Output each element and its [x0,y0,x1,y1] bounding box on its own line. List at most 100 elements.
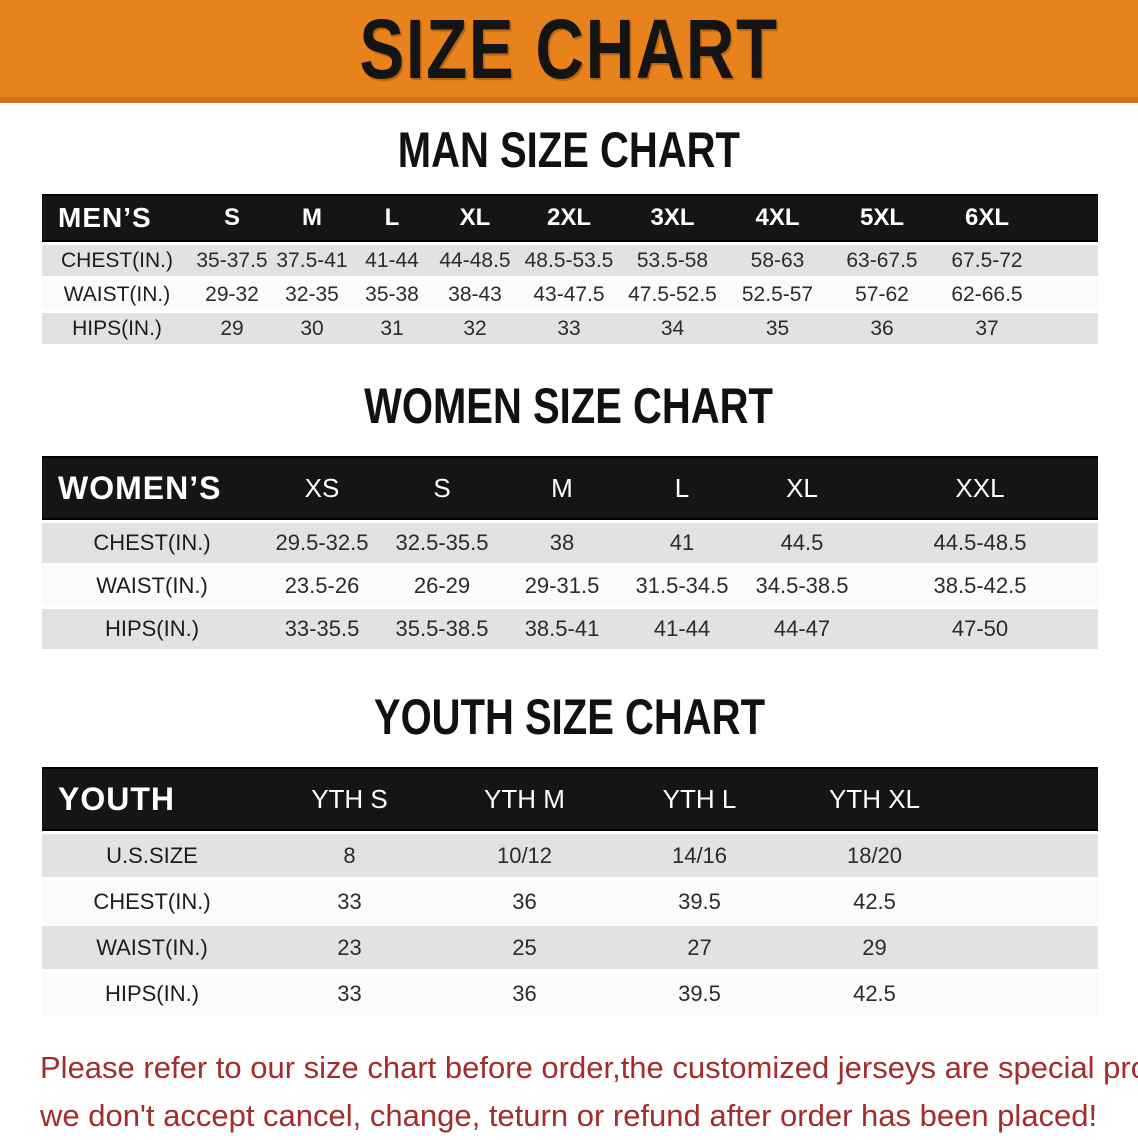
value-cell: 42.5 [853,980,896,1006]
women-section-heading-text: WOMEN SIZE CHART [364,378,774,434]
youth-chest-row: CHEST(IN.) 33 36 39.5 42.5 [42,880,1098,923]
value-cell: 34.5-38.5 [755,573,849,598]
youth-section-heading: YOUTH SIZE CHART [0,652,1138,742]
men-section-heading-text: MAN SIZE CHART [397,122,741,178]
women-waist-row: WAIST(IN.) 23.5-26 26-29 29-31.5 31.5-34… [42,566,1098,606]
value-cell: 8 [343,842,356,868]
row-label: CHEST(IN.) [93,530,211,555]
value-cell: 43-47.5 [533,282,605,306]
value-cell: 44.5-48.5 [933,530,1027,555]
value-cell: 38 [549,530,575,555]
men-chest-row: CHEST(IN.) 35-37.5 37.5-41 41-44 44-48.5… [42,245,1098,276]
value-cell: 41-44 [653,616,711,641]
spacer-cell [962,767,1098,831]
youth-ussize-row: U.S.SIZE 8 10/12 14/16 18/20 [42,834,1098,877]
value-cell: 39.5 [678,980,721,1006]
youth-hips-row: HIPS(IN.) 33 36 39.5 42.5 [42,972,1098,1015]
value-cell: 36 [870,316,894,340]
value-cell: 63-67.5 [846,248,918,272]
size-column-header: XS [262,456,382,520]
youth-corner-label: YOUTH [42,767,262,831]
value-cell: 38-43 [448,282,502,306]
value-cell: 37 [975,316,999,340]
spacer-cell [962,926,1098,969]
men-corner-label: MEN’S [42,194,192,242]
row-label: U.S.SIZE [106,842,198,868]
spacer-cell [962,880,1098,923]
value-cell: 41 [669,530,695,555]
row-label: HIPS(IN.) [104,980,200,1006]
size-column-header: 3XL [620,194,725,242]
value-cell: 27 [687,934,712,960]
row-label: WAIST(IN.) [96,934,208,960]
value-cell: 38.5-42.5 [933,573,1027,598]
value-cell: 29.5-32.5 [275,530,369,555]
youth-waist-row: WAIST(IN.) 23 25 27 29 [42,926,1098,969]
row-label: HIPS(IN.) [72,316,162,340]
value-cell: 35.5-38.5 [395,616,489,641]
size-chart-banner: SIZE CHART [0,0,1138,103]
value-cell: 31.5-34.5 [635,573,729,598]
value-cell: 23 [337,934,362,960]
women-hips-row: HIPS(IN.) 33-35.5 35.5-38.5 38.5-41 41-4… [42,609,1098,649]
order-policy-note-line1: Please refer to our size chart before or… [40,1050,1138,1085]
value-cell: 44.5 [780,530,824,555]
value-cell: 33 [557,316,581,340]
size-column-header: L [352,194,432,242]
size-column-header: 4XL [725,194,830,242]
value-cell: 62-66.5 [951,282,1023,306]
value-cell: 52.5-57 [741,282,814,306]
value-cell: 25 [512,934,537,960]
value-cell: 14/16 [671,842,728,868]
size-column-header: M [272,194,352,242]
men-section-heading: MAN SIZE CHART [0,103,1138,175]
size-column-header: XL [432,194,518,242]
value-cell: 32-35 [285,282,339,306]
spacer-cell [962,834,1098,877]
value-cell: 38.5-41 [524,616,600,641]
men-header-row: MEN’S S M L XL 2XL 3XL 4XL 5XL 6XL [42,194,1098,242]
value-cell: 35-38 [365,282,419,306]
value-cell: 35 [765,316,790,340]
value-cell: 67.5-72 [951,248,1023,272]
size-column-header: YTH XL [787,767,962,831]
value-cell: 39.5 [678,888,721,914]
value-cell: 36 [512,980,537,1006]
value-cell: 57-62 [855,282,909,306]
row-label: HIPS(IN.) [104,616,200,641]
value-cell: 33-35.5 [284,616,360,641]
women-header-row: WOMEN’S XS S M L XL XXL [42,456,1098,520]
value-cell: 29 [862,934,887,960]
women-size-table: WOMEN’S XS S M L XL XXL CHEST(IN.) 29.5-… [42,453,1098,652]
value-cell: 36 [512,888,537,914]
value-cell: 18/20 [846,842,903,868]
value-cell: 37.5-41 [276,248,348,272]
youth-header-row: YOUTH YTH S YTH M YTH L YTH XL [42,767,1098,831]
value-cell: 44-48.5 [439,248,511,272]
spacer-cell [1040,194,1098,242]
size-column-header: S [382,456,502,520]
value-cell: 58-63 [750,248,805,272]
value-cell: 47.5-52.5 [628,282,717,306]
value-cell: 30 [300,316,324,340]
youth-size-table: YOUTH YTH S YTH M YTH L YTH XL U.S.SIZE … [42,764,1098,1018]
row-label: CHEST(IN.) [93,888,211,914]
size-column-header: M [502,456,622,520]
value-cell: 26-29 [413,573,471,598]
value-cell: 33 [337,980,362,1006]
men-size-table: MEN’S S M L XL 2XL 3XL 4XL 5XL 6XL CHEST… [42,191,1098,347]
men-hips-row: HIPS(IN.) 29 30 31 32 33 34 35 36 37 [42,313,1098,344]
order-policy-note-line2: we don't accept cancel, change, teturn o… [40,1098,1098,1134]
size-column-header: 5XL [830,194,934,242]
row-label: WAIST(IN.) [96,573,208,598]
size-column-header: YTH S [262,767,437,831]
size-column-header: XL [742,456,862,520]
value-cell: 29-31.5 [524,573,600,598]
value-cell: 33 [337,888,362,914]
size-column-header: 2XL [518,194,620,242]
spacer-cell [1040,313,1098,344]
value-cell: 48.5-53.5 [524,248,614,272]
spacer-cell [962,972,1098,1015]
value-cell: 31 [380,316,404,340]
size-column-header: YTH M [437,767,612,831]
